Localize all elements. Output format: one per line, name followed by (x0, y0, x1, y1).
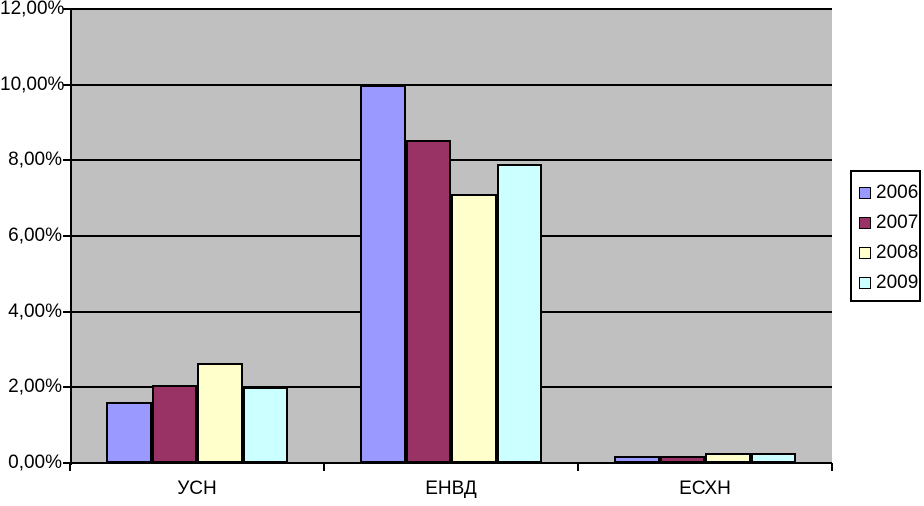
bar-2006-ЕНВД (360, 84, 406, 463)
y-tick-label: 12,00% (0, 0, 65, 19)
x-tick (577, 463, 579, 471)
legend-swatch-2009 (859, 277, 871, 289)
x-tick (69, 463, 71, 471)
y-tick (63, 386, 71, 389)
y-tick (63, 462, 71, 464)
legend-label: 2007 (876, 212, 919, 233)
x-tick (831, 463, 833, 471)
bar-2008-ЕНВД (451, 194, 497, 463)
legend-swatch-2006 (859, 187, 871, 199)
legend-entry: 2007 (859, 208, 919, 238)
legend-label: 2009 (876, 272, 919, 293)
y-tick (63, 235, 71, 237)
gridline (70, 8, 832, 10)
gridline (70, 83, 832, 86)
legend-label: 2006 (876, 182, 919, 203)
legend-swatch-2007 (859, 217, 871, 229)
y-tick-label: 8,00% (8, 149, 62, 171)
x-axis-labels: УСН ЕНВД ЕСХН (0, 478, 924, 502)
y-tick-label: 10,00% (0, 73, 65, 95)
y-tick (63, 83, 71, 86)
bar-2008-УСН (197, 362, 243, 463)
legend-entry: 2008 (859, 238, 919, 268)
legend-swatch-2008 (859, 247, 871, 259)
y-tick (63, 8, 71, 10)
legend-entry: 2006 (859, 178, 919, 208)
bar-2009-УСН (242, 387, 288, 463)
y-tick-label: 2,00% (8, 376, 62, 398)
bar-2007-ЕНВД (405, 139, 451, 463)
y-axis (70, 9, 72, 465)
y-tick-label: 4,00% (8, 300, 62, 322)
category-label: ЕНВД (425, 478, 477, 499)
bar-2007-УСН (151, 385, 197, 463)
category-label: УСН (177, 478, 217, 499)
y-tick (63, 310, 71, 313)
y-tick (63, 159, 71, 162)
x-axis (63, 462, 832, 464)
y-tick-label: 0,00% (8, 452, 62, 473)
legend-label: 2008 (876, 242, 919, 263)
bar-2006-УСН (106, 402, 152, 463)
category-label: ЕСХН (679, 478, 731, 499)
legend: 2006 2007 2008 2009 (850, 170, 921, 302)
legend-entry: 2009 (859, 268, 919, 298)
bar-2009-ЕНВД (496, 164, 542, 463)
y-tick-label: 6,00% (8, 225, 62, 246)
gridline (70, 159, 832, 162)
x-tick (323, 463, 325, 471)
